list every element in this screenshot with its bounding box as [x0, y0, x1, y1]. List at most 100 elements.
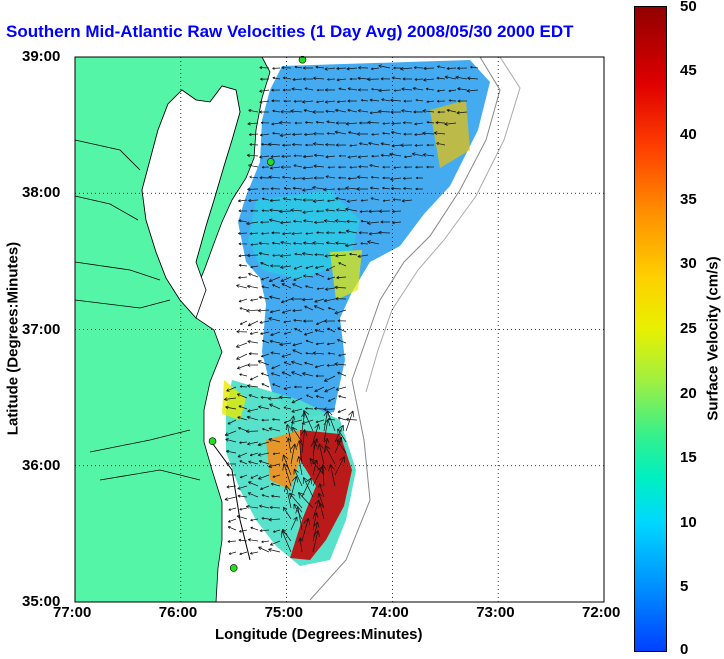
velocity-vector [272, 418, 281, 421]
velocity-vector [304, 87, 314, 91]
y-tick-label: 39:00 [22, 48, 61, 65]
velocity-vector [313, 132, 325, 136]
velocity-vector [391, 221, 402, 225]
velocity-vector [302, 154, 314, 159]
velocity-vector [423, 66, 435, 71]
velocity-vector [305, 232, 314, 235]
velocity-vector [293, 241, 303, 245]
velocity-vector [345, 417, 358, 422]
x-tick-label: 76:00 [158, 604, 198, 621]
velocity-vector [357, 88, 369, 92]
velocity-vector [335, 241, 347, 245]
colorbar-tick-label: 5 [680, 578, 689, 596]
velocity-vector [280, 220, 292, 225]
velocity-field-cool [238, 60, 490, 420]
velocity-vector [286, 437, 292, 454]
velocity-vector [237, 416, 248, 421]
velocity-vector [436, 76, 446, 80]
velocity-vector [369, 186, 380, 190]
velocity-vector [304, 132, 314, 136]
velocity-vector [325, 175, 336, 179]
velocity-vector [261, 187, 270, 191]
colorbar-tick-label: 35 [680, 190, 697, 208]
velocity-vector [312, 142, 325, 146]
velocity-vector [261, 540, 270, 544]
velocity-vector [314, 386, 325, 392]
velocity-vector [258, 546, 270, 553]
velocity-vector [325, 287, 336, 291]
velocity-vector [238, 529, 248, 533]
velocity-vector [259, 155, 270, 159]
colorbar-tick-label: 10 [680, 513, 697, 531]
velocity-vector [448, 99, 457, 102]
velocity-vector [270, 372, 281, 377]
velocity-vector [250, 518, 259, 522]
velocity-vector [237, 199, 248, 203]
velocity-vector [312, 512, 319, 531]
velocity-vector [303, 219, 314, 223]
velocity-vector [224, 430, 237, 436]
velocity-vector [336, 275, 347, 280]
velocity-vector [403, 99, 413, 103]
velocity-vector [239, 320, 248, 325]
velocity-vector [302, 476, 314, 498]
velocity-vector [227, 526, 237, 531]
velocity-vector [306, 394, 314, 399]
velocity-vector [248, 481, 259, 487]
velocity-vector [382, 165, 391, 169]
velocity-vector [292, 283, 303, 289]
velocity-vector [312, 241, 325, 245]
velocity-vector [259, 133, 270, 137]
velocity-vector [309, 457, 325, 476]
colorbar-tick-label: 0 [680, 641, 689, 658]
velocity-vector [302, 77, 314, 81]
velocity-vector [250, 243, 259, 246]
velocity-vector [327, 417, 336, 421]
velocity-vector [337, 408, 347, 413]
velocity-vector [371, 133, 380, 136]
velocity-vector [283, 186, 292, 190]
velocity-vector [257, 308, 270, 313]
velocity-vector [283, 99, 292, 103]
velocity-vector [368, 141, 380, 146]
velocity-vector [246, 253, 259, 258]
velocity-vector [317, 492, 325, 509]
velocity-vector [312, 110, 325, 114]
velocity-vector [400, 66, 413, 71]
velocity-vector [313, 305, 325, 311]
velocity-vector [404, 165, 413, 169]
radar-station-marker [208, 437, 217, 446]
velocity-vector [224, 397, 237, 402]
velocity-vector [444, 122, 457, 126]
velocity-vector [272, 284, 281, 289]
velocity-vector [249, 551, 259, 555]
velocity-vector [324, 319, 336, 323]
velocity-vector [338, 87, 347, 91]
velocity-vector [292, 426, 303, 443]
velocity-vector [367, 240, 380, 245]
colorbar-label: Surface Velocity (cm/s) [704, 256, 722, 421]
velocity-vector [283, 386, 292, 390]
colorbar [634, 6, 667, 652]
velocity-vector [290, 208, 303, 213]
velocity-vector [292, 309, 303, 313]
velocity-vector [246, 284, 259, 289]
velocity-vector [303, 331, 314, 336]
velocity-vector [248, 109, 259, 113]
velocity-vector [313, 153, 325, 157]
velocity-vector [236, 364, 248, 370]
velocity-vector [261, 197, 270, 201]
velocity-vector [291, 397, 303, 404]
velocity-vector [456, 111, 468, 115]
velocity-vector [271, 494, 281, 498]
velocity-vector [356, 175, 369, 179]
velocity-vector [325, 265, 336, 271]
velocity-vector [280, 276, 292, 282]
velocity-vector [269, 505, 281, 510]
velocity-vector [268, 218, 281, 223]
velocity-vector [314, 328, 325, 333]
velocity-vector [323, 219, 336, 223]
velocity-vector [272, 67, 281, 70]
velocity-vector [325, 143, 336, 147]
velocity-vector [302, 210, 314, 214]
